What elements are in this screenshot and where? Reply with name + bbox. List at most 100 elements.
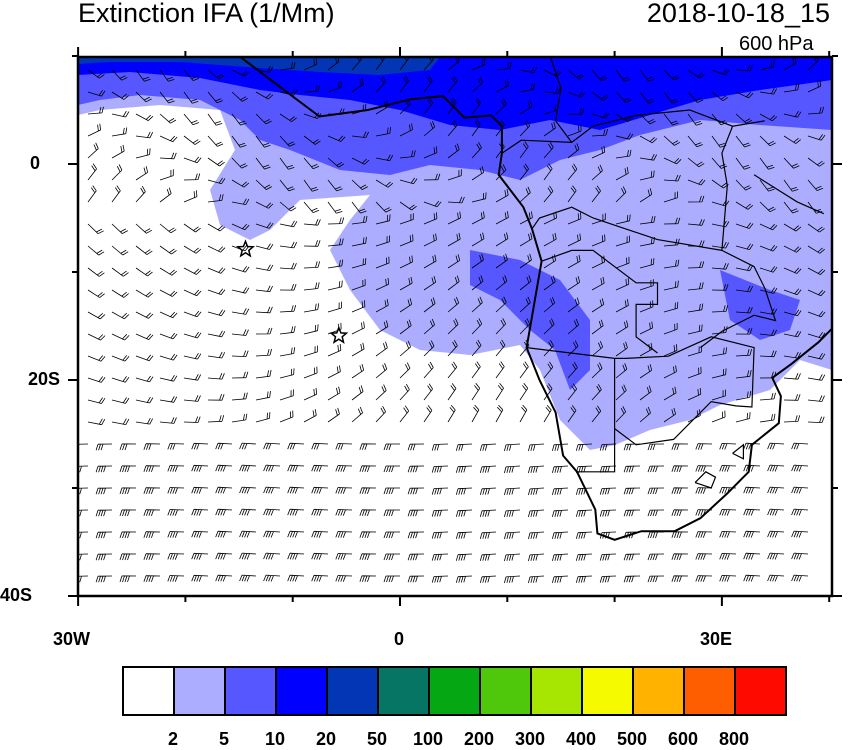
wind-barb — [111, 127, 128, 137]
colorbar-swatch — [430, 668, 481, 714]
wind-barb — [663, 69, 680, 81]
wind-barb — [504, 531, 521, 540]
wind-barb — [423, 146, 438, 159]
wind-barb — [279, 241, 298, 249]
colorbar-label: 500 — [616, 729, 648, 749]
wind-barb — [615, 186, 627, 203]
wind-barb — [719, 509, 737, 516]
wind-barb — [111, 164, 123, 181]
wind-barb — [399, 383, 410, 401]
wind-barb — [279, 410, 294, 423]
wind-barb — [78, 531, 89, 539]
wind-barb — [471, 166, 485, 181]
wind-barb — [87, 333, 106, 341]
wind-barb — [327, 217, 345, 225]
wind-barb — [735, 327, 753, 335]
wind-barb — [255, 135, 271, 148]
coastlines — [238, 57, 832, 541]
wind-barb — [111, 267, 129, 277]
wind-barb — [807, 374, 826, 381]
wind-barb — [591, 340, 604, 357]
wind-barb — [303, 324, 319, 335]
wind-barb — [119, 443, 137, 451]
colorbar-label: 5 — [218, 729, 230, 749]
wind-barb — [183, 352, 202, 360]
wind-barb — [552, 575, 569, 584]
wind-barb — [159, 169, 174, 181]
wind-barb — [239, 442, 257, 450]
wind-barb — [255, 243, 274, 250]
colorbar-swatch — [685, 668, 736, 714]
wind-barb — [303, 387, 318, 401]
wind-barb — [399, 255, 413, 269]
wind-barb — [87, 185, 97, 203]
wind-barb — [543, 275, 556, 291]
wind-barb — [743, 574, 761, 582]
wind-barb — [135, 223, 153, 234]
wind-barb — [383, 553, 400, 561]
wind-barb — [471, 361, 481, 379]
wind-barb — [239, 530, 257, 538]
wind-barb — [807, 106, 824, 115]
wind-barb — [119, 575, 137, 583]
wind-barb — [383, 531, 400, 539]
wind-barb — [479, 531, 497, 540]
wind-barbs — [78, 57, 826, 584]
wind-barb — [207, 330, 226, 338]
wind-barb — [623, 465, 641, 473]
wind-barb — [231, 179, 250, 188]
wind-barb — [471, 383, 481, 401]
wind-barb — [743, 530, 761, 538]
wind-barb — [231, 157, 248, 169]
wind-barb — [687, 324, 703, 335]
wind-barb — [183, 267, 202, 275]
wind-barb — [783, 223, 802, 232]
colorbar-swatch — [175, 668, 226, 714]
wind-barb — [783, 201, 799, 214]
wind-barb — [575, 553, 593, 561]
wind-barb — [351, 406, 363, 423]
wind-barb — [351, 321, 365, 335]
wind-barb — [471, 119, 481, 137]
wind-barb — [543, 383, 553, 401]
colorbar-swatch — [379, 668, 430, 714]
wind-barb — [447, 232, 461, 247]
wind-barb — [135, 396, 154, 404]
wind-barb — [255, 390, 271, 401]
wind-barb — [431, 531, 449, 539]
wind-barb — [519, 211, 533, 225]
wind-barb — [167, 553, 185, 560]
wind-barb — [383, 487, 400, 495]
wind-barb — [95, 487, 113, 495]
wind-barb — [447, 404, 456, 423]
wind-barb — [663, 344, 678, 357]
wind-barb — [615, 69, 631, 82]
wind-barb — [455, 465, 473, 473]
wind-barb — [639, 135, 658, 144]
wind-barb — [711, 410, 726, 423]
wind-barb — [735, 243, 754, 250]
wind-barb — [351, 363, 365, 379]
wind-barb — [263, 464, 281, 472]
wind-barb — [615, 384, 627, 401]
wind-barb — [552, 465, 569, 474]
wind-barb — [327, 201, 343, 214]
wind-barb — [495, 404, 504, 423]
wind-barb — [143, 443, 161, 450]
wind-barb — [615, 320, 629, 335]
wind-barb — [159, 396, 178, 403]
wind-barb — [599, 465, 617, 473]
x-tick-label: 30E — [700, 629, 733, 649]
wind-barb — [591, 234, 606, 247]
wind-barb — [159, 187, 172, 203]
wind-barb — [239, 486, 257, 494]
wind-barb — [791, 486, 809, 494]
wind-barb — [327, 238, 344, 247]
wind-barb — [143, 575, 161, 583]
wind-barb — [87, 355, 106, 362]
wind-barb — [479, 443, 497, 452]
wind-barb — [255, 369, 272, 379]
wind-barb — [759, 266, 778, 273]
wind-barb — [191, 486, 209, 494]
wind-barb — [639, 188, 653, 203]
